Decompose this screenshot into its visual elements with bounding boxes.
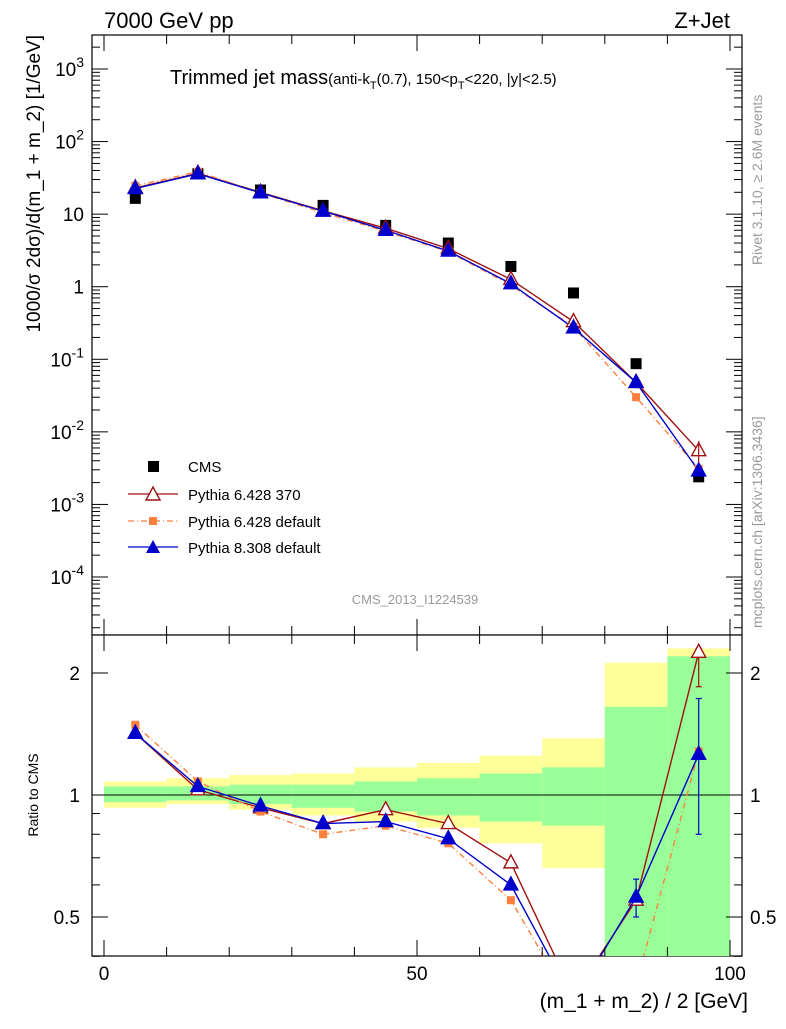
x-tick-label: 100 [714,964,746,985]
main-point [314,201,332,217]
y-tick-label-main: 10-3 [50,489,84,516]
main-series-line [135,173,700,472]
ratio-point [440,829,457,845]
ratio-point [319,830,328,839]
band-inner [604,706,668,956]
y-tick-label-main: 10-2 [50,417,84,444]
band-inner [417,778,480,816]
main-point [252,183,269,199]
ratio-point [377,812,394,828]
legend-label-py6-370: Pythia 6.428 370 [188,487,301,504]
data-point-cms [630,358,642,370]
main-point [627,372,645,389]
legend-marker-py6-370 [144,485,162,501]
ratio-point [256,807,265,816]
main-panel-frame [91,34,743,636]
ratio-point [440,814,457,830]
data-point-cms [693,471,705,483]
rivet-label: Rivet 3.1.10, ≥ 2.6M events [749,95,765,265]
y-tick-label-main: 1 [73,278,84,299]
y-tick-label-main: 102 [55,127,84,154]
ratio-point [314,814,332,830]
ratio-y-tick-label: 2 [750,664,761,685]
ratio-point [502,875,520,891]
legend-marker-py8-default [146,540,160,553]
ratio-y-tick-label: 0.5 [750,908,776,929]
y-axis-label-ratio: Ratio to CMS [25,753,41,836]
ratio-y-tick-label: 2 [69,664,80,685]
x-axis-label: (m_1 + m_2) / 2 [GeV] [540,990,748,1013]
legend-label-py6-default: Pythia 6.428 default [188,514,321,531]
ratio-series-group [127,642,707,956]
data-point-cms [505,260,517,272]
main-point [565,318,582,334]
ratio-layer [92,642,742,956]
main-layer [127,163,707,483]
analysis-watermark: CMS_2013_I1224539 [352,592,479,607]
ratio-point [252,796,269,812]
ratio-y-tick-label: 1 [750,786,761,807]
main-point [189,164,207,180]
band-inner [291,784,355,808]
ratio-point [627,887,645,903]
data-point-cms [129,192,141,204]
ratio-point [189,776,207,793]
band-inner [104,786,167,803]
ratio-point [127,723,144,739]
legend-marker-py6-default [149,517,157,525]
ratio-point [690,642,707,658]
ratio-y-tick-label: 0.5 [54,908,80,929]
mcplots-label: mcplots.cern.ch [arXiv:1306.3436] [749,416,765,628]
legend-marker-cms [148,461,159,472]
band-inner [479,773,543,822]
legend-label-cms: CMS [188,459,221,476]
header-right: Z+Jet [674,8,730,33]
legend-label-py8-default: Pythia 8.308 default [188,540,321,557]
plot-title: Trimmed jet mass(anti-kT(0.7), 150<pT<22… [170,67,557,92]
band-inner [229,784,292,805]
header-left: 7000 GeV pp [104,8,234,33]
data-point-cms [568,287,579,299]
band-inner [542,767,605,826]
legend: CMS Pythia 6.428 370 Pythia 6.428 defaul… [128,459,321,557]
ratio-y-tick-label: 1 [69,786,80,807]
x-tick-label: 50 [406,964,427,985]
main-point [690,461,707,477]
main-series-line [135,170,700,470]
main-point [377,220,394,236]
main-series-group [127,163,707,483]
main-point [440,241,457,257]
ratio-point [502,853,520,869]
axes-layer: 10-4 10-3 10-2 10-1 1 10 102 103 0 50 100 0.5 0.5 1 1 2… [50,35,776,985]
main-point [127,179,144,195]
x-tick-label: 0 [99,964,110,985]
main-point [502,274,520,290]
y-tick-label-main: 10-4 [50,562,84,589]
y-tick-label-main: 10 [63,205,84,226]
ratio-point [506,896,515,905]
y-tick-label-main: 103 [55,54,84,81]
main-point [632,393,641,402]
y-tick-label-main: 10-1 [50,344,84,371]
y-axis-label-main: 1000/σ 2dσ)/d(m_1 + m_2) [1/GeV] [24,35,45,333]
ratio-point [690,744,707,761]
